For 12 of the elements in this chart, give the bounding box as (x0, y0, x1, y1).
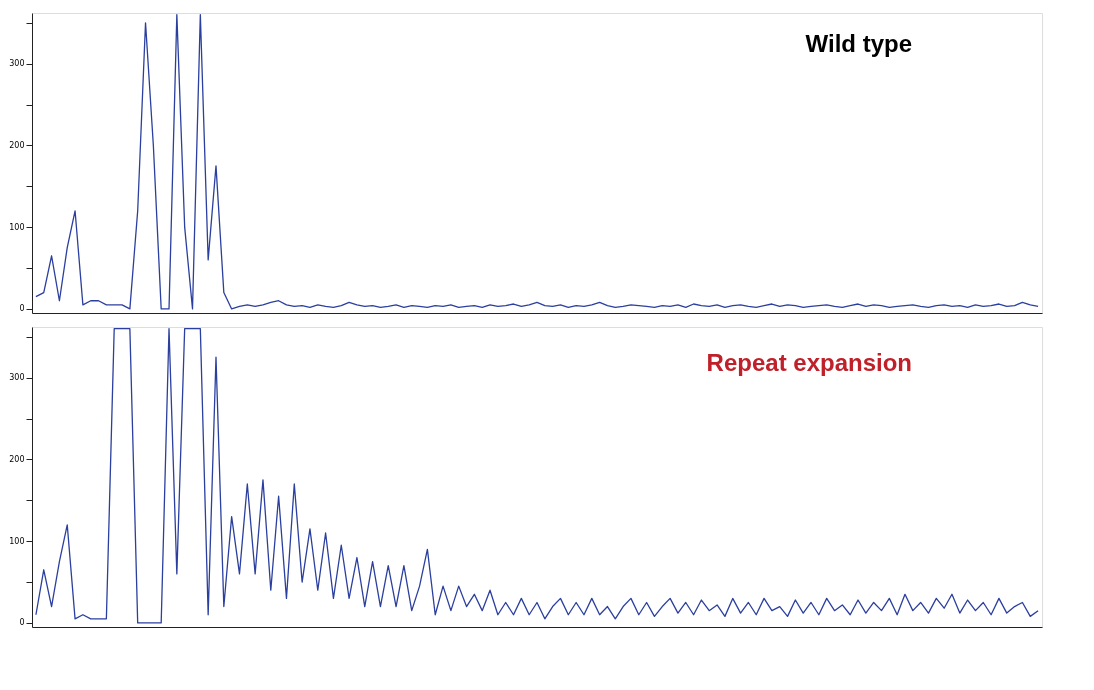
text: Repeat expansion (706, 349, 912, 376)
y-tick-label: 300 (9, 373, 25, 383)
y-tick-label: 0 (19, 618, 25, 628)
y-tick-label: 200 (9, 140, 25, 150)
y-tick-label: 200 (9, 454, 25, 464)
y-tick-label: 100 (9, 536, 25, 546)
line-series (35, 327, 1039, 624)
y-tick-label: 0 (19, 304, 25, 314)
y-tick-label: 100 (9, 222, 25, 232)
text: Wild type (805, 30, 912, 57)
line-series (35, 13, 1039, 310)
y-tick-label: 300 (9, 59, 25, 69)
